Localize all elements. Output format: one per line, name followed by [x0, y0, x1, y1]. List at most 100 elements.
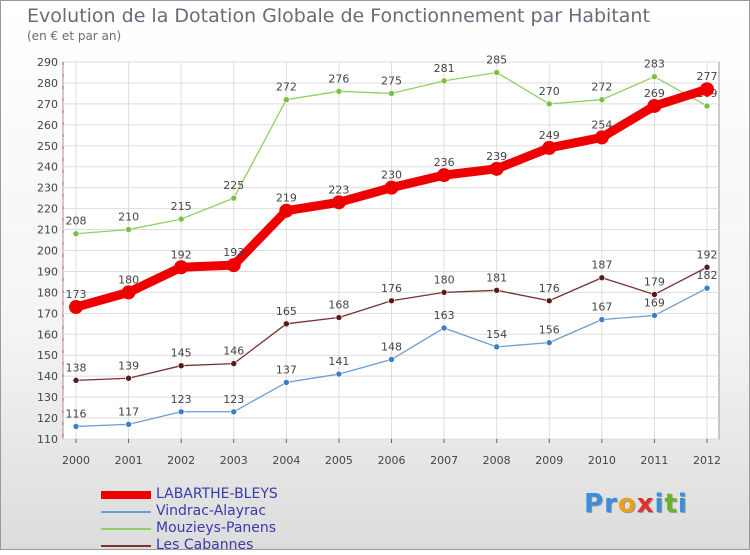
- data-point: [125, 374, 132, 382]
- data-label: 156: [539, 324, 560, 337]
- data-label: 270: [539, 85, 560, 98]
- x-tick-label: 2006: [378, 454, 406, 467]
- data-point: [72, 377, 80, 384]
- legend-label: LABARTHE-BLEYS: [156, 486, 278, 502]
- data-label: 281: [434, 62, 455, 75]
- data-label: 236: [434, 156, 455, 169]
- data-label: 254: [591, 118, 612, 131]
- data-point: [279, 203, 294, 218]
- x-tick-label: 2005: [325, 454, 353, 467]
- data-point: [388, 297, 395, 305]
- x-tick-label: 2002: [167, 454, 195, 467]
- data-point: [440, 324, 448, 332]
- x-tick-label: 2007: [430, 454, 458, 467]
- data-label: 138: [66, 361, 87, 374]
- y-tick-label: 140: [37, 370, 58, 383]
- x-tick-label: 2001: [115, 454, 143, 467]
- x-tick-label: 2008: [483, 454, 511, 467]
- y-tick-label: 280: [37, 77, 58, 90]
- legend-swatch: [101, 528, 151, 530]
- logo-letter: i: [654, 489, 665, 519]
- x-tick-label: 2000: [62, 454, 90, 467]
- data-label: 139: [118, 359, 139, 372]
- data-label: 163: [434, 309, 455, 322]
- data-label: 141: [328, 355, 349, 368]
- data-point: [174, 260, 189, 275]
- data-point: [331, 195, 346, 210]
- data-point: [440, 289, 448, 296]
- data-point: [651, 73, 658, 80]
- data-label: 180: [118, 273, 139, 286]
- y-tick-label: 160: [37, 328, 58, 341]
- data-point: [647, 98, 662, 113]
- data-label: 154: [486, 328, 507, 341]
- y-tick-label: 130: [37, 391, 58, 404]
- data-point: [283, 320, 290, 328]
- data-label: 181: [486, 271, 507, 284]
- data-point: [388, 356, 395, 363]
- y-tick-label: 150: [37, 349, 58, 362]
- y-tick-label: 260: [37, 119, 58, 132]
- data-label: 219: [276, 192, 297, 205]
- data-label: 123: [223, 393, 244, 406]
- data-label: 225: [223, 179, 244, 192]
- x-tick-label: 2004: [272, 454, 300, 467]
- y-tick-label: 190: [37, 265, 58, 278]
- data-label: 208: [66, 215, 87, 228]
- data-label: 137: [276, 363, 297, 376]
- data-point: [440, 77, 448, 85]
- data-point: [384, 180, 399, 195]
- y-tick-label: 180: [37, 286, 58, 299]
- data-label: 239: [486, 150, 507, 163]
- data-point: [493, 286, 500, 294]
- logo-letter: P: [584, 489, 605, 519]
- data-label: 210: [118, 211, 139, 224]
- data-point: [72, 230, 80, 238]
- data-point: [598, 274, 606, 282]
- data-point: [230, 194, 238, 202]
- data-label: 176: [381, 282, 402, 295]
- legend-swatch: [101, 511, 151, 513]
- x-tick-label: 2009: [535, 454, 563, 467]
- data-point: [125, 421, 132, 428]
- data-point: [177, 408, 185, 416]
- data-label: 182: [697, 269, 718, 282]
- data-label: 272: [276, 81, 297, 94]
- legend-label: Les Cabannes: [156, 537, 254, 553]
- y-tick-label: 210: [37, 224, 58, 237]
- data-label: 215: [171, 200, 192, 213]
- data-label: 230: [381, 169, 402, 182]
- data-point: [703, 102, 711, 110]
- data-label: 165: [276, 305, 297, 318]
- data-point: [388, 90, 395, 97]
- data-point: [545, 297, 553, 305]
- data-point: [651, 291, 658, 298]
- data-label: 192: [697, 248, 718, 261]
- legend-swatch: [101, 545, 151, 547]
- data-label: 173: [66, 288, 87, 301]
- x-tick-label: 2012: [693, 454, 721, 467]
- data-label: 187: [591, 259, 612, 272]
- data-point: [335, 314, 343, 321]
- y-tick-label: 120: [37, 412, 58, 425]
- data-point: [545, 339, 553, 346]
- proxiti-logo: Proxiti: [584, 489, 688, 519]
- data-point: [226, 258, 241, 273]
- legend-label: Vindrac-Alayrac: [156, 503, 267, 519]
- data-point: [230, 408, 238, 416]
- chart-subtitle: (en € et par an): [27, 29, 122, 43]
- data-point: [177, 215, 185, 223]
- logo-letter: t: [664, 489, 678, 519]
- y-tick-label: 220: [37, 203, 58, 216]
- y-tick-label: 170: [37, 307, 58, 320]
- data-label: 272: [591, 81, 612, 94]
- data-label: 277: [697, 70, 718, 83]
- data-label: 167: [591, 301, 612, 314]
- data-point: [437, 168, 452, 183]
- legend-label: Mouzieys-Panens: [156, 520, 277, 536]
- data-label: 176: [539, 282, 560, 295]
- data-label: 283: [644, 58, 665, 71]
- data-label: 116: [66, 407, 87, 420]
- data-label: 223: [328, 183, 349, 196]
